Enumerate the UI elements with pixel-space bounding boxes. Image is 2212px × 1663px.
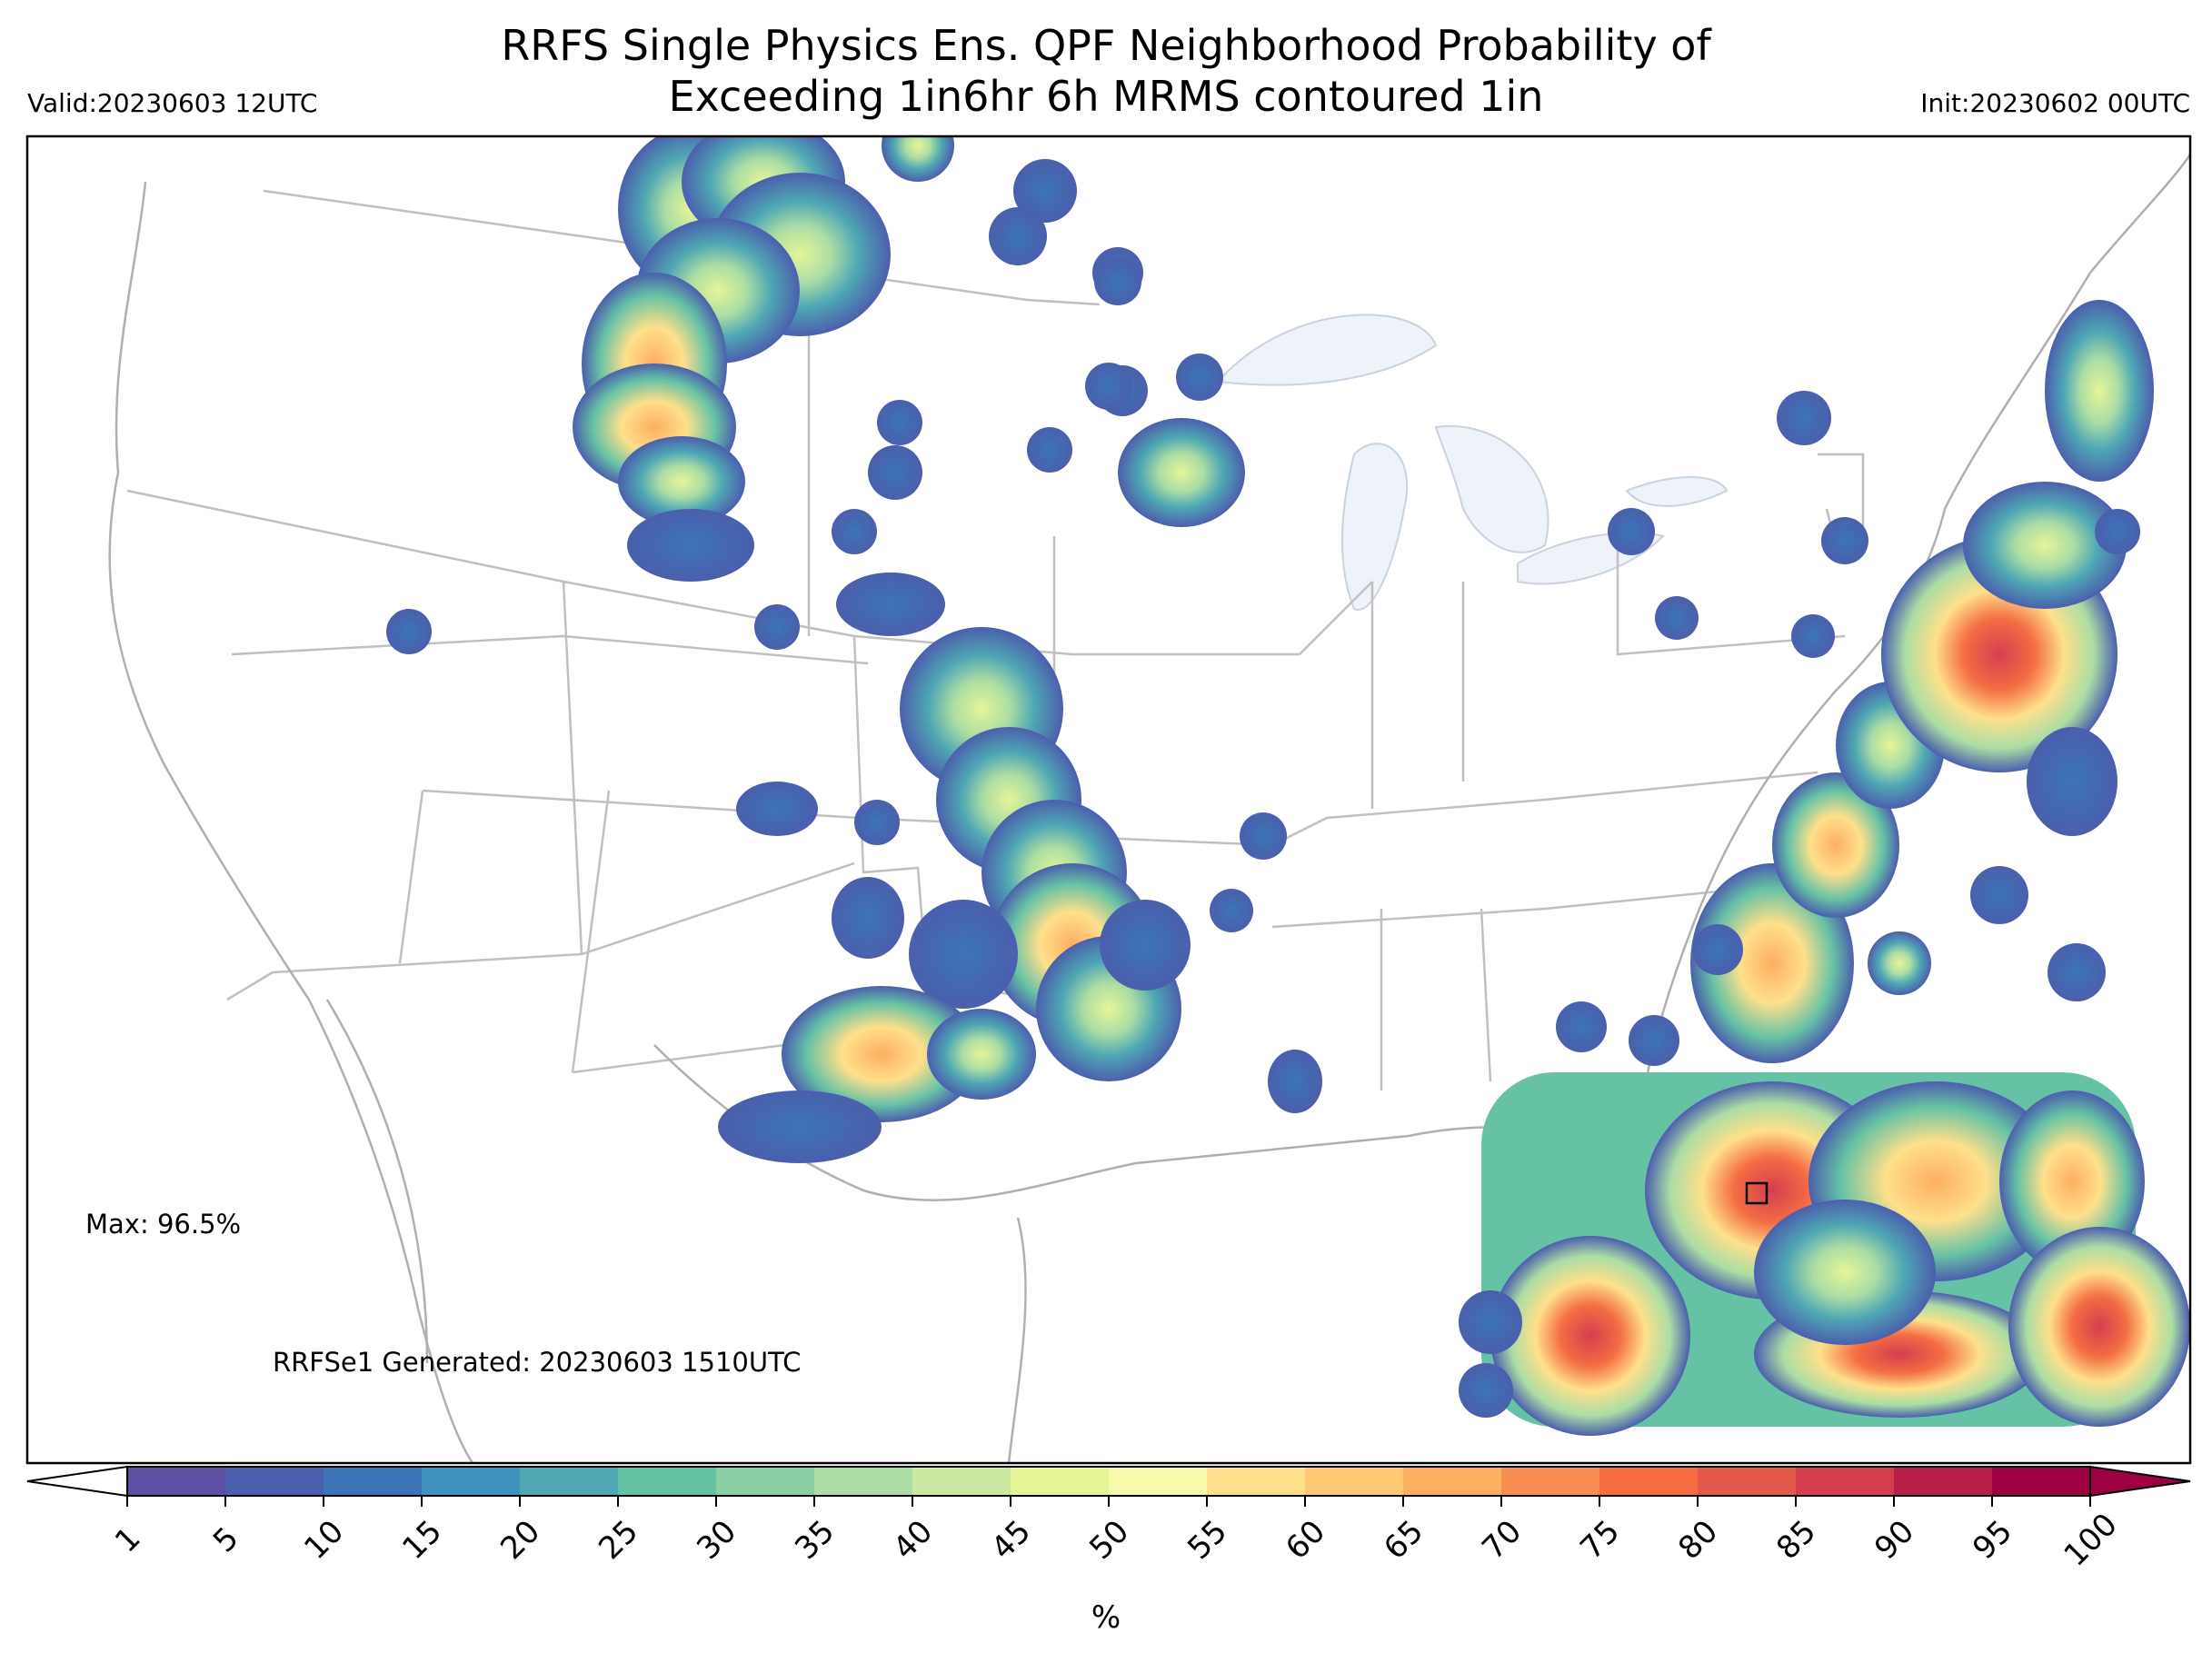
great-lakes (1215, 314, 1729, 612)
probability-shading (386, 136, 2190, 1436)
map-area (108, 136, 2190, 1463)
colorbar-unit-label: % (1091, 1599, 1121, 1636)
colorbar-tick-label: 50 (1082, 1513, 1136, 1567)
colorbar-segment (814, 1467, 913, 1496)
generated-label: RRFSe1 Generated: 20230603 1510UTC (273, 1347, 802, 1378)
colorbar-segment (127, 1467, 226, 1496)
max-label: Max: 96.5% (85, 1209, 242, 1240)
colorbar-tick-label: 95 (1966, 1513, 2019, 1567)
colorbar-segment (1599, 1467, 1699, 1496)
title-line-1: RRFS Single Physics Ens. QPF Neighborhoo… (501, 21, 1711, 70)
map-frame (25, 134, 2192, 1465)
colorbar-segment (1698, 1467, 1797, 1496)
colorbar-segment (1501, 1467, 1600, 1496)
colorbar-segment (225, 1467, 324, 1496)
colorbar-tick-label: 65 (1377, 1513, 1430, 1567)
colorbar-tick-label: 40 (886, 1513, 940, 1567)
colorbar-segment (1207, 1467, 1306, 1496)
colorbar-tick-label: 75 (1573, 1513, 1627, 1567)
colorbar-under-triangle (26, 1465, 128, 1498)
colorbar-tick-label: 70 (1475, 1513, 1529, 1567)
colorbar-tick-label: 55 (1181, 1513, 1234, 1567)
map-title: RRFS Single Physics Ens. QPF Neighborhoo… (0, 20, 2212, 122)
colorbar-tick-label: 20 (493, 1513, 547, 1567)
colorbar-segment (1796, 1467, 1895, 1496)
colorbar-segment (1403, 1467, 1502, 1496)
colorbar-tick-label: 5 (206, 1520, 246, 1560)
colorbar-tick-label: 80 (1671, 1513, 1725, 1567)
colorbar-segment (1894, 1467, 1993, 1496)
valid-time: Valid:20230603 12UTC (27, 88, 318, 118)
colorbar-tick-label: 1 (108, 1520, 148, 1560)
init-time: Init:20230602 00UTC (1920, 88, 2190, 118)
montana-cluster (386, 136, 1245, 654)
colorbar-over-triangle (2089, 1465, 2191, 1498)
colorbar-segment (422, 1467, 521, 1496)
colorbar-segment (1109, 1467, 1208, 1496)
colorbar-tick-label: 100 (2058, 1507, 2125, 1574)
colorbar-segment (618, 1467, 717, 1496)
colorbar-segment (324, 1467, 423, 1496)
colorbar-tick-label: 10 (297, 1513, 351, 1567)
plains-cluster (718, 627, 1322, 1163)
colorbar-tick-label: 25 (592, 1513, 645, 1567)
colorbar: 1 5 10 15 20 25 30 35 40 45 50 55 60 65 70 75 80 85 90 95 10… (26, 1465, 2191, 1574)
colorbar-tick-label: 45 (984, 1513, 1038, 1567)
southeast-cluster (1459, 300, 2190, 1436)
colorbar-segment (1011, 1467, 1110, 1496)
colorbar-segment (1305, 1467, 1404, 1496)
colorbar-segment (912, 1467, 1011, 1496)
colorbar-tick-label: 15 (395, 1513, 449, 1567)
colorbar-tick-label: 60 (1279, 1513, 1332, 1567)
colorbar-tick-label: 85 (1769, 1513, 1823, 1567)
colorbar-segment (1992, 1467, 2091, 1496)
colorbar-tick-label: 90 (1868, 1513, 1921, 1567)
colorbar-segment (520, 1467, 619, 1496)
colorbar-tick-label: 35 (788, 1513, 842, 1567)
colorbar-segment (716, 1467, 815, 1496)
title-line-2: Exceeding 1in6hr 6h MRMS contoured 1in (668, 72, 1544, 121)
max-location-marker (1745, 1181, 1769, 1205)
colorbar-tick-label: 30 (690, 1513, 743, 1567)
